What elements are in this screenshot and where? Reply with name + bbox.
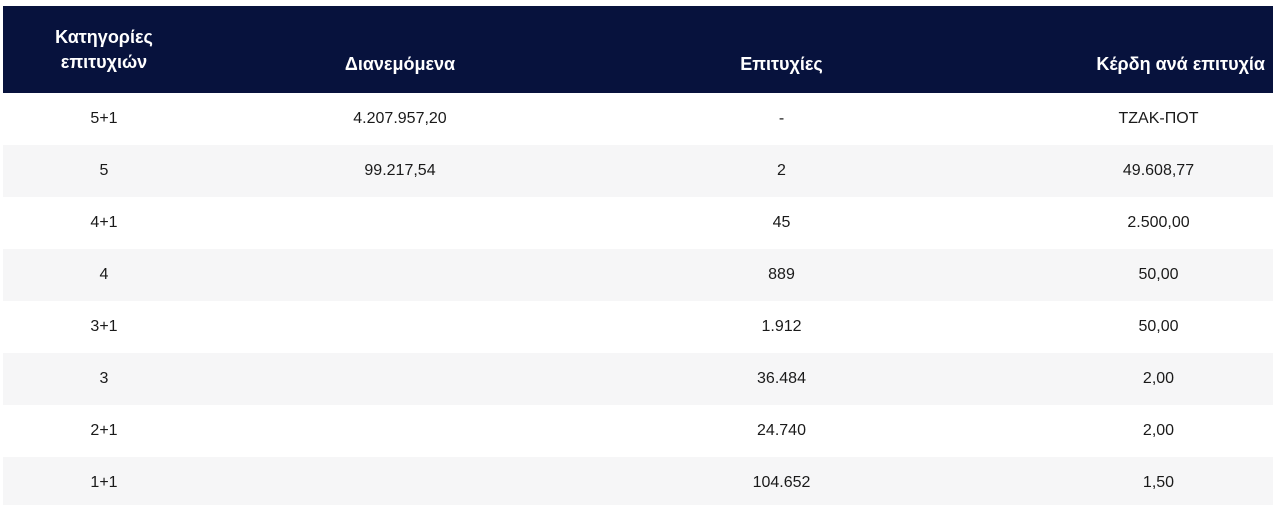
header-row: Κατηγορίες επιτυχιών Διανεμόμενα Επιτυχί… <box>3 6 1273 93</box>
header-distributed: Διανεμόμενα <box>344 54 456 74</box>
cell-winners: 45 <box>772 214 791 231</box>
table-row: 3+1 1.912 50,00 <box>3 301 1273 353</box>
cell-winners: 1.912 <box>761 318 802 335</box>
cell-winners: 104.652 <box>752 474 811 491</box>
cell-category: 3 <box>99 370 109 387</box>
cell-distributed: 4.207.957,20 <box>353 110 447 127</box>
results-table: Κατηγορίες επιτυχιών Διανεμόμενα Επιτυχί… <box>3 6 1273 505</box>
cell-prize: 2.500,00 <box>1127 214 1190 231</box>
cell-category: 5 <box>99 162 109 179</box>
cell-prize: 49.608,77 <box>1122 162 1195 179</box>
cell-winners: - <box>778 110 785 127</box>
cell-category: 2+1 <box>90 422 118 439</box>
table-body: 5+1 4.207.957,20 - ΤΖΑΚ-ΠΟΤ 5 99.217,54 … <box>3 93 1273 505</box>
cell-category: 5+1 <box>90 110 118 127</box>
cell-winners: 889 <box>768 266 795 283</box>
header-category-line1: Κατηγορίες <box>55 26 153 47</box>
cell-prize: 50,00 <box>1138 266 1179 283</box>
cell-category: 4+1 <box>90 214 118 231</box>
cell-prize: 2,00 <box>1142 422 1175 439</box>
cell-winners: 2 <box>777 162 786 179</box>
cell-distributed <box>205 353 595 405</box>
table-row: 4+1 45 2.500,00 <box>3 197 1273 249</box>
cell-distributed <box>205 197 595 249</box>
header-winners: Επιτυχίες <box>740 54 823 74</box>
cell-distributed <box>205 301 595 353</box>
cell-distributed <box>205 249 595 301</box>
header-category-line2: επιτυχιών <box>60 51 148 72</box>
cell-prize: 50,00 <box>1138 318 1179 335</box>
cell-category: 3+1 <box>90 318 118 335</box>
cell-winners: 36.484 <box>757 370 806 387</box>
header-category: Κατηγορίες επιτυχιών <box>3 6 205 93</box>
table-row: 5 99.217,54 2 49.608,77 <box>3 145 1273 197</box>
cell-category: 4 <box>99 266 109 283</box>
results-table-container: Κατηγορίες επιτυχιών Διανεμόμενα Επιτυχί… <box>3 6 1273 505</box>
header-prize-per-winner: Κέρδη ανά επιτυχία <box>1096 54 1265 74</box>
cell-prize: ΤΖΑΚ-ΠΟΤ <box>1118 110 1199 127</box>
cell-prize: 1,50 <box>1142 474 1175 491</box>
table-row: 1+1 104.652 1,50 <box>3 457 1273 505</box>
cell-distributed: 99.217,54 <box>364 162 436 179</box>
table-row: 3 36.484 2,00 <box>3 353 1273 405</box>
table-row: 5+1 4.207.957,20 - ΤΖΑΚ-ΠΟΤ <box>3 93 1273 145</box>
table-row: 4 889 50,00 <box>3 249 1273 301</box>
cell-winners: 24.740 <box>757 422 806 439</box>
cell-distributed <box>205 405 595 457</box>
table-header: Κατηγορίες επιτυχιών Διανεμόμενα Επιτυχί… <box>3 6 1273 93</box>
cell-category: 1+1 <box>90 474 118 491</box>
cell-prize: 2,00 <box>1142 370 1175 387</box>
cell-distributed <box>205 457 595 505</box>
table-row: 2+1 24.740 2,00 <box>3 405 1273 457</box>
